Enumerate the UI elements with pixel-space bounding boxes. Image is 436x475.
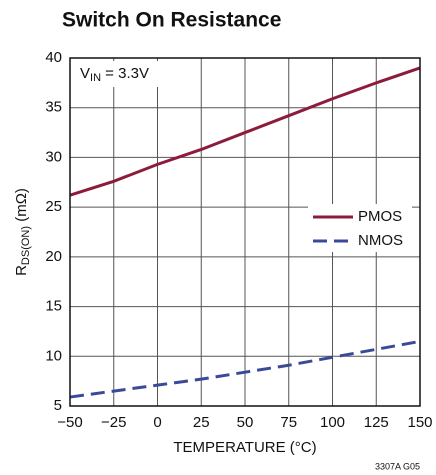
y-tick-label: 10 <box>45 347 62 364</box>
annotation-sub: IN <box>90 72 101 84</box>
y-tick-label: 40 <box>45 49 62 66</box>
x-tick-label: −25 <box>101 414 126 431</box>
series-line <box>69 66 421 197</box>
footnote: 3307A G05 <box>375 461 420 471</box>
x-tick-label: 50 <box>237 414 254 431</box>
y-tick-label: 25 <box>45 198 62 215</box>
y-tick-label: 5 <box>54 397 62 414</box>
y-label-main: R <box>13 265 30 276</box>
y-tick-label: 35 <box>45 99 62 116</box>
annotation-main: V <box>80 65 90 82</box>
series-line <box>69 339 421 399</box>
x-tick-label: 0 <box>153 414 161 431</box>
x-tick-label: 125 <box>364 414 389 431</box>
y-tick-label: 20 <box>45 248 62 265</box>
y-label-sub: DS(ON) <box>20 226 32 265</box>
x-axis-label: TEMPERATURE (°C) <box>173 439 316 456</box>
y-tick-label: 15 <box>45 298 62 315</box>
y-axis-label: RDS(ON) (mΩ) <box>13 188 32 276</box>
annotation-bg <box>74 61 158 87</box>
plot-frame <box>69 57 421 407</box>
legend-bg <box>308 204 412 252</box>
legend-label: PMOS <box>358 208 402 225</box>
x-tick-label: −50 <box>57 414 82 431</box>
y-tick-label: 30 <box>45 148 62 165</box>
annotation-rest: = 3.3V <box>101 65 149 82</box>
legend-label: NMOS <box>358 232 403 249</box>
annotation: VIN = 3.3V <box>80 65 149 84</box>
y-label-rest: (mΩ) <box>13 188 30 226</box>
x-tick-label: 75 <box>280 414 297 431</box>
x-tick-label: 100 <box>320 414 345 431</box>
x-tick-label: 25 <box>193 414 210 431</box>
chart-title: Switch On Resistance <box>62 9 281 32</box>
x-tick-label: 150 <box>407 414 432 431</box>
